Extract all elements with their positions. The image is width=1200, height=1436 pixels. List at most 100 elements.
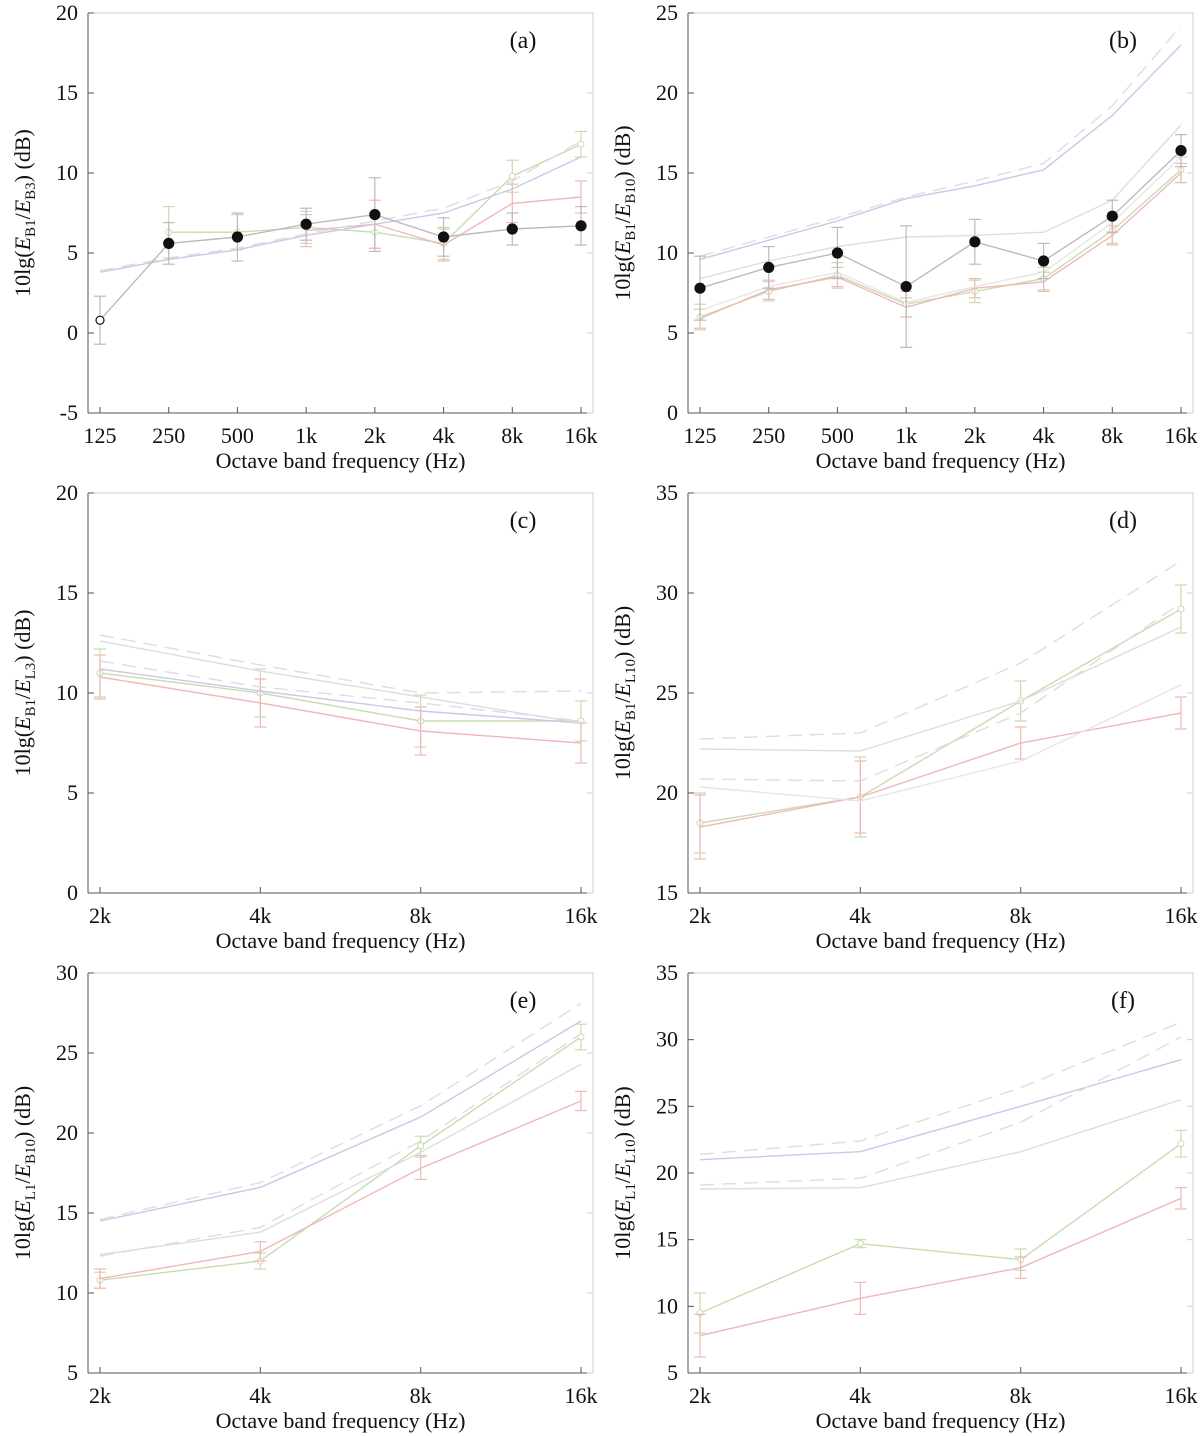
y-tick-label: 30 <box>656 580 678 605</box>
series-model-gray-low <box>699 156 1182 312</box>
panel-label: (b) <box>1109 28 1137 54</box>
y-axis-label: 10lg(EB1/EL3) (dB) <box>10 610 39 777</box>
series-line <box>699 1059 1182 1161</box>
series-model-gray-mid <box>99 1063 582 1256</box>
x-tick-label: 4k <box>249 903 271 928</box>
x-tick-label: 4k <box>249 1383 271 1408</box>
y-tick-label: 5 <box>667 320 678 345</box>
x-axis-label: Octave band frequency (Hz) <box>216 928 466 953</box>
series-line <box>99 1063 582 1256</box>
plot-frame <box>687 12 1194 414</box>
y-tick-label: 20 <box>56 0 78 25</box>
x-tick-label: 500 <box>221 423 254 448</box>
panel-label: (d) <box>1109 508 1137 534</box>
data-point <box>1177 1140 1185 1148</box>
y-tick-label: 30 <box>656 1027 678 1052</box>
y-tick-label: 30 <box>56 960 78 985</box>
error-bar <box>414 1156 427 1181</box>
y-tick-label: 15 <box>656 160 678 185</box>
series-model-blue <box>699 1059 1182 1161</box>
series-line <box>99 634 582 694</box>
data-point <box>694 282 706 294</box>
series-line <box>699 1036 1182 1186</box>
x-tick-label: 16k <box>1165 423 1198 448</box>
plot-frame <box>687 972 1194 1374</box>
y-axis-label: 10lg(EB1/EL10) (dB) <box>610 606 639 780</box>
x-tick-label: 2k <box>964 423 986 448</box>
series-line <box>699 44 1182 261</box>
y-tick-label: -5 <box>60 400 78 425</box>
x-tick-label: 16k <box>565 1383 598 1408</box>
series-model-blue <box>99 156 582 273</box>
y-axis-label: 10lg(EB1/EB10) (dB) <box>610 125 639 300</box>
x-tick-label: 16k <box>565 423 598 448</box>
x-tick-label: 250 <box>752 423 785 448</box>
series-model-blue <box>699 44 1182 261</box>
chart-panel-a: -5 0 5 10 15 20 125 250 500 1k 2k 4k 8k 16k Octave ban… <box>10 0 598 473</box>
series-measured-red <box>94 1090 587 1289</box>
x-tick-label: 2k <box>89 903 111 928</box>
panel-label: (f) <box>1111 988 1135 1014</box>
panel-label: (a) <box>510 28 537 54</box>
series-line <box>99 1033 582 1257</box>
series-model-gray-high <box>99 640 582 724</box>
series-model-dashed-mid <box>99 660 582 722</box>
y-tick-label: 5 <box>667 1360 678 1385</box>
series-model-dashed <box>99 140 582 272</box>
chart-panel-f: 5 10 15 20 25 30 35 2k 4k 8k 16k Octave band freque… <box>610 960 1198 1433</box>
series-line <box>99 640 582 724</box>
data-point <box>437 231 450 243</box>
data-point <box>1106 210 1118 222</box>
plot-frame <box>687 492 1194 894</box>
series-measured-green <box>694 584 1187 854</box>
data-point <box>575 220 587 232</box>
x-tick-label: 2k <box>689 1383 711 1408</box>
error-bar <box>854 1281 867 1315</box>
y-axis-label: 10lg(EB1/EB3) (dB) <box>10 129 39 297</box>
data-point <box>508 172 516 180</box>
error-bar <box>575 1090 587 1112</box>
series-line <box>99 668 582 724</box>
data-point <box>1177 605 1185 613</box>
series-line <box>699 684 1182 802</box>
series-line <box>99 213 582 321</box>
series-line <box>699 1197 1182 1337</box>
x-tick-label: 8k <box>1010 1383 1032 1408</box>
series-model-blue <box>99 1020 582 1222</box>
series-line <box>699 1143 1182 1314</box>
x-tick-label: 16k <box>1165 1383 1198 1408</box>
x-tick-label: 1k <box>895 423 917 448</box>
series-line <box>699 172 1182 320</box>
plot-frame <box>87 972 594 1374</box>
error-bar <box>254 1241 267 1262</box>
series-line <box>99 1100 582 1280</box>
y-tick-label: 20 <box>656 1160 678 1185</box>
series-line <box>699 124 1182 280</box>
data-point <box>1037 255 1050 267</box>
data-point <box>95 315 105 325</box>
y-tick-label: 20 <box>56 1120 78 1145</box>
y-tick-label: 20 <box>56 480 78 505</box>
y-tick-label: 15 <box>656 880 678 905</box>
series-line <box>699 560 1182 740</box>
series-model-dashed <box>699 25 1182 257</box>
data-point <box>163 237 175 249</box>
x-tick-label: 8k <box>1101 423 1123 448</box>
y-tick-label: 0 <box>67 880 78 905</box>
error-bar <box>1014 726 1027 760</box>
data-point <box>417 1142 425 1150</box>
data-point <box>900 281 912 293</box>
data-point <box>577 140 585 148</box>
error-bar <box>1014 1256 1027 1279</box>
x-tick-label: 125 <box>684 423 717 448</box>
y-tick-label: 10 <box>56 1280 78 1305</box>
chart-panel-d: 15 20 25 30 35 2k 4k 8k 16k Octave band frequency… <box>610 480 1198 953</box>
series-model-dashed-high <box>699 1021 1182 1155</box>
x-tick-label: 1k <box>295 423 317 448</box>
x-tick-label: 250 <box>152 423 185 448</box>
y-tick-label: 35 <box>656 480 678 505</box>
series-line <box>699 626 1182 752</box>
series-line <box>699 1021 1182 1155</box>
series-line <box>699 25 1182 257</box>
